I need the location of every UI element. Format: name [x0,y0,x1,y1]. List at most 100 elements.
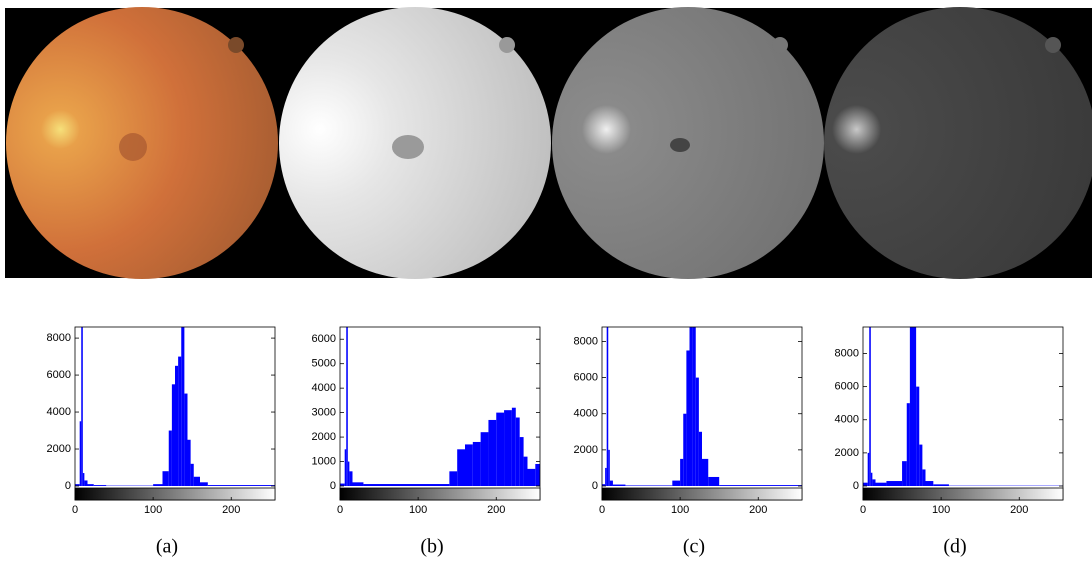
bar [868,453,870,486]
panel-caption: (a) [156,536,178,558]
bar [504,410,512,486]
bar [886,481,902,486]
panel-caption: (b) [420,536,443,558]
bar [178,357,181,486]
bar [481,432,489,486]
gray-colorbar [863,488,1063,500]
y-tick-label: 2000 [47,443,71,455]
y-tick-label: 2000 [835,447,859,459]
bar [680,459,683,486]
bar [208,485,275,486]
bar [696,378,699,486]
bar [933,484,949,486]
gray-colorbar [340,488,540,500]
bar [535,464,540,486]
x-tick-label: 0 [860,504,866,516]
macula [670,138,690,152]
bar [465,444,473,486]
y-tick-label: 0 [65,480,71,492]
y-tick-label: 0 [853,480,859,492]
y-tick-label: 2000 [574,444,598,456]
bar [672,481,680,486]
retina-notch [772,37,788,53]
x-tick-label: 200 [1010,504,1028,516]
bar [153,484,162,486]
bar [346,327,348,486]
bar [686,350,689,486]
x-tick-label: 0 [337,504,343,516]
macula [392,135,424,159]
y-tick-label: 6000 [574,371,598,383]
bar [194,477,200,486]
bar [81,327,83,486]
y-tick-label: 6000 [312,333,336,345]
bars [75,327,275,486]
bar [80,421,82,486]
macula [119,133,147,161]
bar [863,483,868,486]
panel-caption: (d) [943,536,966,558]
y-tick-label: 5000 [312,358,336,370]
y-tick-label: 6000 [835,381,859,393]
x-tick-label: 0 [72,504,78,516]
bar [363,484,449,486]
bar [690,327,693,486]
bar [473,442,481,486]
gray-colorbar [602,488,802,500]
y-tick-label: 4000 [312,382,336,394]
histogram-panel: 020004000600080000100200(d) [835,327,1063,558]
x-tick-label: 0 [599,504,605,516]
bar [516,418,520,486]
bar [693,327,696,486]
bar [926,481,934,486]
bar [699,432,702,486]
bar [708,477,719,486]
bar [169,431,172,486]
bar [175,366,178,486]
x-tick-label: 200 [749,504,767,516]
bar [512,408,516,486]
bar [916,387,919,486]
bar [876,483,887,486]
x-tick-label: 100 [671,504,689,516]
bar [84,480,87,486]
x-tick-label: 200 [222,504,240,516]
y-tick-label: 8000 [47,332,71,344]
bar [188,440,191,486]
x-tick-label: 200 [487,504,505,516]
bar [349,471,352,486]
y-tick-label: 0 [592,480,598,492]
retina-notch [499,37,515,53]
bar [683,414,686,486]
bar [625,485,672,486]
retina-notch [228,37,244,53]
retina-notch [1045,37,1061,53]
y-tick-label: 4000 [835,414,859,426]
bar [702,459,708,486]
plot-box [863,327,1063,500]
bar [605,468,607,486]
y-tick-label: 2000 [312,431,336,443]
bar [607,327,609,486]
bar [919,445,922,486]
bar [902,461,907,486]
bar [191,464,194,486]
bars [340,327,540,486]
bar [348,462,350,486]
bar [457,449,465,486]
y-tick-label: 4000 [574,408,598,420]
y-tick-label: 4000 [47,406,71,418]
bar [910,327,913,486]
bar [449,471,457,486]
bars [602,327,802,486]
bar [496,413,504,486]
bar [345,449,347,486]
figure: 020004000600080000100200(a)0100020003000… [0,0,1092,562]
gray-colorbar [75,488,275,500]
bar [872,479,875,486]
bars [863,327,1063,486]
bar [869,327,871,486]
